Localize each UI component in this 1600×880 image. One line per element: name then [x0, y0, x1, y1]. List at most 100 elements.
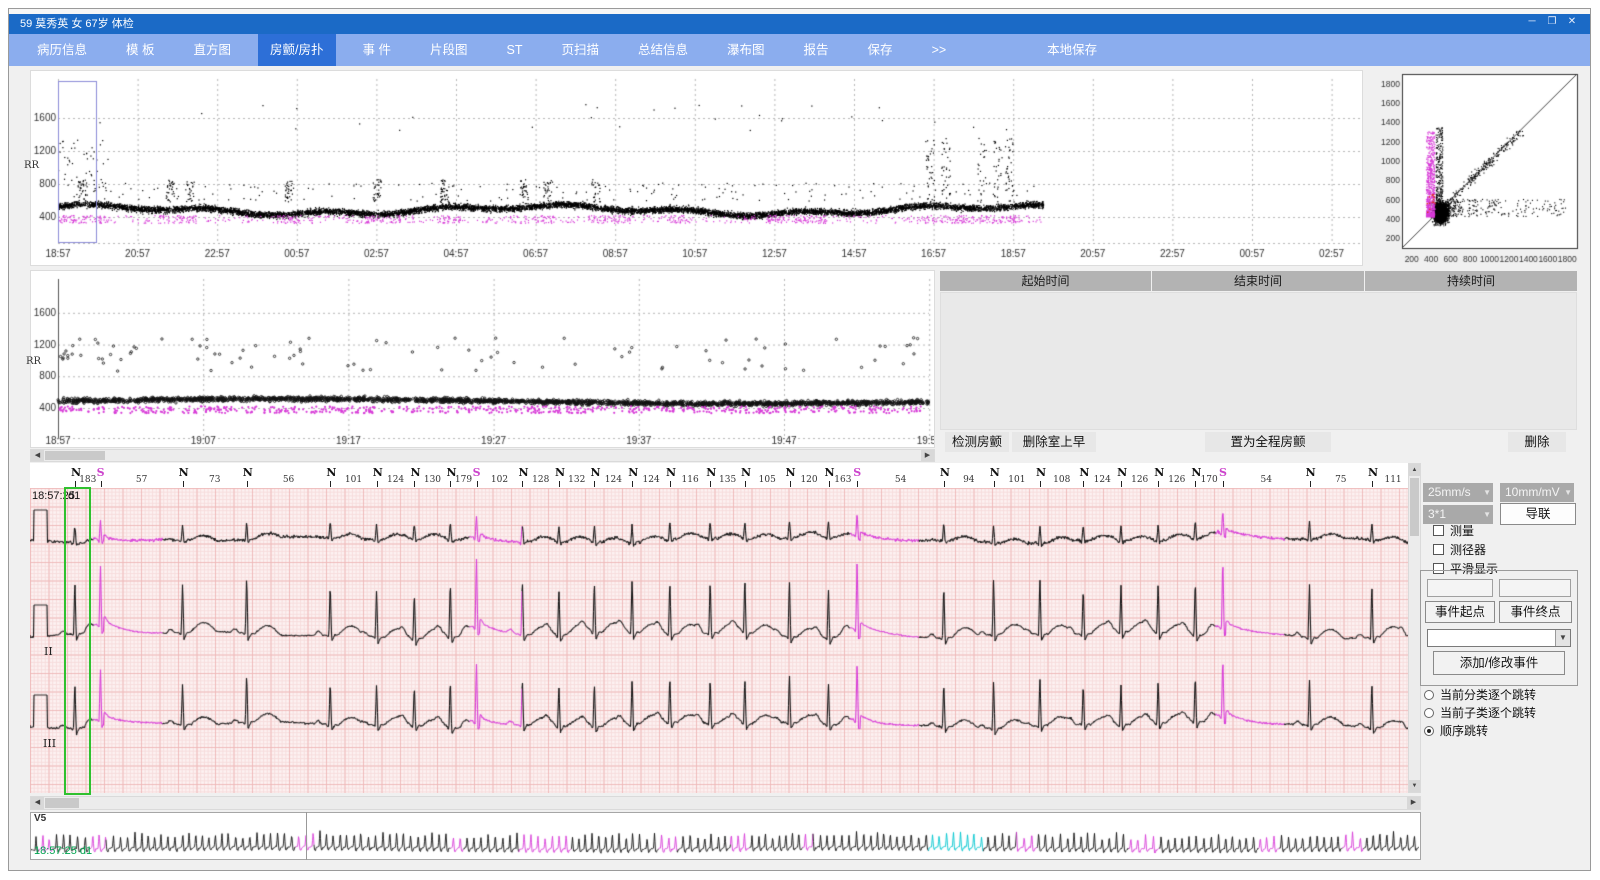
beat-tick: [1223, 481, 1224, 487]
rr-zoom-chart: [30, 270, 935, 448]
tab-总结信息[interactable]: 总结信息: [626, 34, 700, 66]
beat-label: N: [990, 466, 1000, 479]
beat-annotation-row[interactable]: N183S57N73N56N101N124N130N179S102N128N13…: [30, 463, 1408, 488]
tab-房颤/房扑[interactable]: 房颤/房扑: [258, 34, 335, 66]
ecg-horizontal-scrollbar[interactable]: ◀ ▶: [30, 796, 1421, 810]
beat-tick: [710, 481, 711, 487]
button-置为全程房颤[interactable]: 置为全程房颤: [1205, 432, 1331, 452]
tab-报告[interactable]: 报告: [792, 34, 841, 66]
poincare-canvas[interactable]: [1375, 70, 1580, 270]
beat-hr-value: 124: [384, 475, 408, 485]
event-start-button[interactable]: 事件起点: [1425, 601, 1495, 623]
af-table-header: 起始时间结束时间持续时间: [940, 271, 1577, 291]
lead-label-iii: III: [43, 737, 56, 750]
tab-病历信息[interactable]: 病历信息: [25, 34, 99, 66]
beat-hr-value: 124: [639, 475, 663, 485]
beat-hr-value: 75: [1329, 475, 1353, 485]
close-icon[interactable]: ✕: [1562, 16, 1582, 27]
overview-ecg-canvas[interactable]: [31, 825, 1419, 858]
tab-模 板[interactable]: 模 板: [114, 34, 166, 66]
beat-hr-value: 111: [1381, 475, 1405, 485]
table-column-起始时间[interactable]: 起始时间: [940, 271, 1151, 291]
radio-label: 当前分类逐个跳转: [1440, 686, 1536, 703]
beat-hr-value: 163: [831, 475, 855, 485]
minimize-icon[interactable]: ─: [1522, 16, 1542, 27]
ecg-strips-canvas[interactable]: [30, 488, 1408, 793]
beat-label: N: [1306, 466, 1316, 479]
af-table-body[interactable]: [940, 292, 1577, 430]
scrollbar-thumb[interactable]: [45, 798, 79, 808]
radio-当前子类逐个跳转[interactable]: 当前子类逐个跳转: [1424, 704, 1536, 720]
beat-label: N: [741, 466, 751, 479]
tab-保存[interactable]: 保存: [856, 34, 905, 66]
radio-当前分类逐个跳转[interactable]: 当前分类逐个跳转: [1424, 686, 1536, 702]
beat-tick: [101, 481, 102, 487]
beat-hr-value: 128: [529, 475, 553, 485]
button-删除室上早[interactable]: 删除室上早: [1012, 432, 1096, 452]
beat-label: S: [1219, 466, 1227, 479]
ecg-day-label: d1: [68, 490, 80, 502]
speed-value: 25mm/s: [1428, 485, 1471, 499]
tab-瀑布图[interactable]: 瀑布图: [715, 34, 777, 66]
scroll-up-icon[interactable]: ▲: [1409, 464, 1420, 476]
tab-ST[interactable]: ST: [495, 34, 535, 66]
beat-label: S: [473, 466, 481, 479]
scrollbar-thumb[interactable]: [1410, 478, 1419, 536]
tab-直方图[interactable]: 直方图: [182, 34, 244, 66]
beat-tick: [414, 481, 415, 487]
radio-circle[interactable]: [1424, 726, 1434, 736]
beat-hr-value: 120: [797, 475, 821, 485]
button-检测房颤[interactable]: 检测房颤: [945, 432, 1009, 452]
gain-select[interactable]: 10mm/mV▼: [1500, 483, 1574, 502]
beat-hr-value: 54: [889, 475, 913, 485]
beat-tick: [790, 481, 791, 487]
beat-hr-value: 56: [277, 475, 301, 485]
rr-zoom-canvas[interactable]: [31, 271, 934, 447]
overview-timestamp: 18:57:25 d1: [34, 845, 92, 857]
tab-本地保存[interactable]: 本地保存: [1035, 34, 1109, 66]
table-column-结束时间[interactable]: 结束时间: [1152, 271, 1364, 291]
checkbox-label: 测径器: [1450, 541, 1486, 558]
checkbox-测量[interactable]: 测量: [1433, 522, 1474, 538]
checkbox-测径器[interactable]: 测径器: [1433, 541, 1486, 557]
tab->>[interactable]: >>: [920, 34, 959, 66]
title-bar: 59 莫秀英 女 67岁 体检: [9, 14, 1590, 34]
scroll-left-icon[interactable]: ◀: [31, 797, 44, 809]
tab-片段图[interactable]: 片段图: [418, 34, 480, 66]
beat-tick: [944, 481, 945, 487]
event-end-button[interactable]: 事件终点: [1499, 601, 1572, 623]
scroll-left-icon[interactable]: ◀: [31, 450, 44, 461]
scroll-right-icon[interactable]: ▶: [1407, 797, 1420, 809]
table-column-持续时间[interactable]: 持续时间: [1365, 271, 1577, 291]
radio-circle[interactable]: [1424, 690, 1434, 700]
add-modify-event-button[interactable]: 添加/修改事件: [1433, 651, 1565, 675]
chevron-down-icon[interactable]: ▼: [1555, 630, 1570, 646]
event-end-field[interactable]: [1499, 579, 1571, 597]
event-start-field[interactable]: [1427, 579, 1493, 597]
scroll-right-icon[interactable]: ▶: [921, 450, 934, 461]
beat-hr-value: 116: [678, 475, 702, 485]
button-删除[interactable]: 删除: [1508, 432, 1566, 452]
radio-circle[interactable]: [1424, 708, 1434, 718]
scroll-down-icon[interactable]: ▼: [1409, 780, 1420, 792]
overview-strip-box[interactable]: [30, 812, 1421, 860]
rr-trend-canvas[interactable]: [31, 71, 1362, 265]
radio-label: 顺序跳转: [1440, 722, 1488, 739]
rr-zoom-scrollbar[interactable]: ◀ ▶: [30, 449, 935, 462]
tab-事 件[interactable]: 事 件: [351, 34, 403, 66]
beat-label: N: [940, 466, 950, 479]
jump-mode-radio-group: 当前分类逐个跳转当前子类逐个跳转顺序跳转: [1424, 686, 1580, 742]
beat-label: N: [666, 466, 676, 479]
beat-label: S: [853, 466, 861, 479]
scrollbar-thumb[interactable]: [45, 451, 105, 460]
checkbox-box[interactable]: [1433, 525, 1444, 536]
beat-tick: [522, 481, 523, 487]
chevron-down-icon: ▼: [1483, 483, 1491, 502]
checkbox-box[interactable]: [1433, 544, 1444, 555]
tab-页扫描[interactable]: 页扫描: [549, 34, 611, 66]
beat-hr-value: 124: [601, 475, 625, 485]
speed-select[interactable]: 25mm/s ▼: [1423, 483, 1493, 502]
event-type-select[interactable]: ▼: [1427, 629, 1571, 647]
radio-顺序跳转[interactable]: 顺序跳转: [1424, 722, 1488, 738]
maximize-icon[interactable]: ❐: [1542, 16, 1562, 27]
